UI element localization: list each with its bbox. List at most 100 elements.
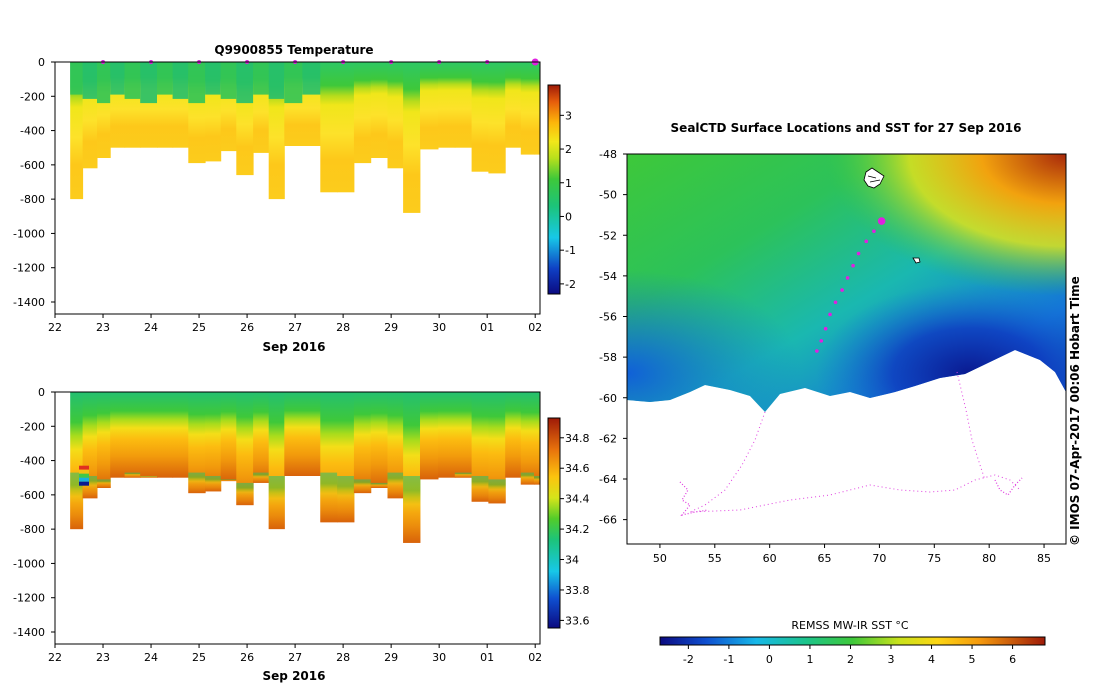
map-x-tick-label: 75	[927, 552, 941, 565]
seal-track-point	[851, 263, 855, 268]
salinity-x-label: Sep 2016	[263, 669, 326, 683]
section-deep-layer	[488, 479, 506, 504]
section-deep-layer	[205, 476, 222, 492]
map-x-tick-label: 60	[763, 552, 777, 565]
historic-track-south	[689, 411, 1021, 513]
salinity-colorbar	[547, 417, 561, 629]
section-profile-column	[337, 62, 355, 193]
map-x-tick-label: 85	[1037, 552, 1051, 565]
section-profile-column	[520, 62, 535, 155]
x-tick-label: 25	[192, 651, 206, 664]
map-y-tick-label: -62	[599, 432, 617, 445]
map-y-tick-label: -60	[599, 392, 617, 405]
seal-track-point	[856, 251, 861, 256]
map-x-tick-label: 50	[653, 552, 667, 565]
section-profile-column	[520, 392, 535, 485]
heard-island-icon	[912, 257, 921, 264]
section-profile-column	[471, 392, 489, 502]
section-profile-column	[220, 392, 237, 482]
colorbar-tick-label: 33.8	[565, 584, 590, 597]
section-deep-layer	[253, 472, 270, 483]
sst-map-y-axis: -48 -50 -52 -54 -56 -58 -60 -62 -64 -66	[599, 148, 627, 527]
section-profile-column	[140, 392, 158, 478]
colorbar-tick-label: 2	[565, 143, 572, 156]
section-profile-column	[534, 392, 541, 485]
map-x-tick-label: 80	[982, 552, 996, 565]
section-deep-layer	[140, 476, 158, 478]
section-deep-layer	[471, 476, 489, 502]
x-tick-label: 26	[240, 321, 254, 334]
seal-track-point	[828, 312, 832, 317]
y-tick-label: -1400	[13, 296, 45, 309]
temperature-colorbar	[547, 84, 561, 295]
x-tick-label: 28	[336, 321, 350, 334]
section-profile-column	[253, 392, 270, 483]
y-tick-label: -1200	[13, 592, 45, 605]
section-cold-surface-layer	[70, 62, 84, 95]
y-tick-label: -1200	[13, 262, 45, 275]
section-profile-column	[471, 62, 489, 172]
sst-colorbar	[659, 636, 1046, 646]
x-tick-label: 30	[432, 651, 446, 664]
map-y-tick-label: -56	[599, 311, 617, 324]
sst-colorbar-tick-label: 3	[888, 653, 895, 666]
section-profile-column	[124, 392, 141, 478]
section-profile-column	[387, 392, 404, 499]
section-deep-layer	[534, 476, 541, 485]
seal-track-point	[823, 326, 828, 331]
y-tick-label: -600	[20, 489, 45, 502]
y-tick-label: -400	[20, 455, 45, 468]
section-cold-surface-layer	[268, 62, 285, 99]
section-profile-column	[438, 62, 456, 148]
map-y-tick-label: -58	[599, 351, 617, 364]
y-tick-label: -800	[20, 193, 45, 206]
seal-track-point	[872, 229, 876, 233]
sst-map-frame	[626, 153, 1067, 545]
sst-colorbar-tick-label: -2	[683, 653, 694, 666]
salinity-anomaly-stripe	[79, 473, 89, 478]
sst-colorbar-label: REMSS MW-IR SST °C	[791, 619, 909, 632]
section-deep-layer	[454, 472, 473, 478]
temperature-colorbar-ticks: 3 2 1 0 -1 -2	[560, 109, 576, 291]
section-cold-surface-layer	[205, 62, 222, 95]
map-y-tick-label: -66	[599, 514, 617, 527]
section-deep-layer	[97, 479, 111, 488]
section-profile-column	[454, 62, 473, 148]
y-tick-label: 0	[38, 386, 45, 399]
section-deep-layer	[124, 472, 141, 478]
section-cold-surface-layer	[236, 62, 254, 104]
sst-colorbar-ticks: -2 -1 0 1 2 3 4 5 6	[683, 645, 1016, 666]
colorbar-tick-label: 1	[565, 177, 572, 190]
seal-track-point	[815, 349, 819, 353]
section-profile-column	[70, 62, 84, 200]
temperature-x-label: Sep 2016	[263, 340, 326, 354]
y-tick-label: 0	[38, 56, 45, 69]
section-cold-surface-layer	[302, 62, 321, 95]
historic-track-clusters	[679, 477, 1023, 517]
colorbar-tick-label: -2	[565, 278, 576, 291]
colorbar-tick-label: 3	[565, 109, 572, 122]
temperature-plot-frame	[54, 61, 541, 315]
section-deep-layer	[337, 476, 355, 523]
y-tick-label: -1000	[13, 227, 45, 240]
heard-island-shape	[912, 257, 921, 264]
x-tick-label: 02	[528, 321, 542, 334]
x-tick-label: 26	[240, 651, 254, 664]
section-profile-column	[320, 62, 338, 193]
y-tick-label: -200	[20, 420, 45, 433]
y-tick-label: -200	[20, 90, 45, 103]
x-tick-label: 22	[48, 651, 62, 664]
sst-field	[627, 154, 1066, 412]
x-tick-label: 22	[48, 321, 62, 334]
historic-track-east	[956, 371, 986, 481]
section-profile-column	[370, 392, 388, 488]
map-x-tick-label: 65	[818, 552, 832, 565]
section-cold-surface-layer	[140, 62, 158, 104]
colorbar-tick-label: 34.4	[565, 493, 590, 506]
map-x-tick-label: 70	[872, 552, 886, 565]
section-cold-surface-layer	[253, 62, 270, 95]
seal-current-position	[877, 217, 886, 225]
sst-colorbar-tick-label: 0	[766, 653, 773, 666]
section-profile-column	[420, 392, 439, 480]
